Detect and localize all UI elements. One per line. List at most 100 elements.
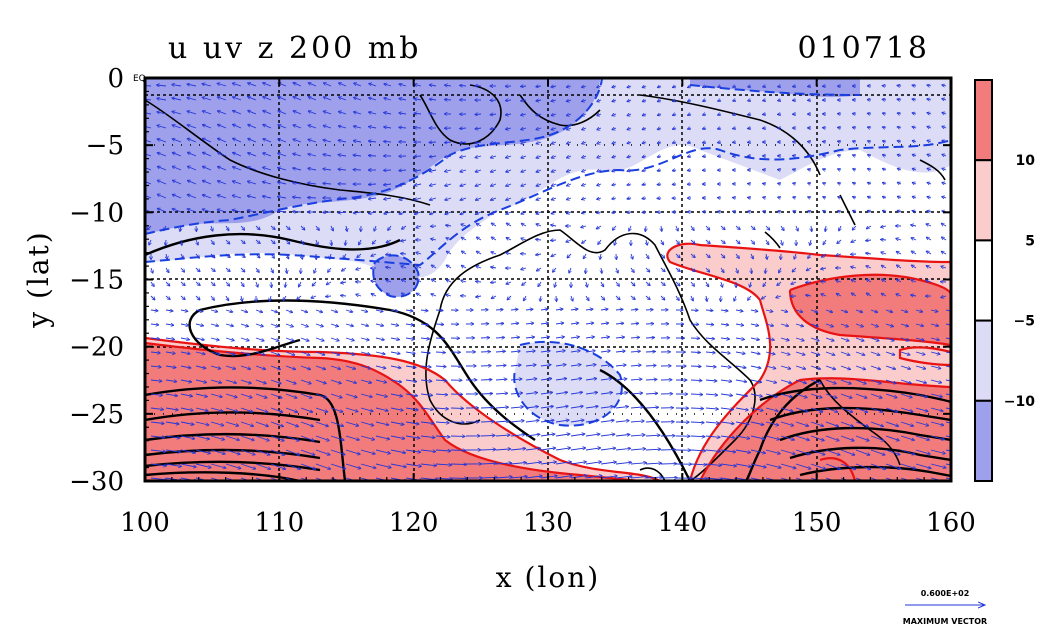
wind-vector xyxy=(255,421,268,426)
wind-vector xyxy=(300,351,309,355)
wind-vector xyxy=(597,184,602,185)
wind-vector xyxy=(506,156,512,158)
wind-vector xyxy=(384,184,392,185)
wind-vector xyxy=(570,434,584,437)
wind-vector xyxy=(525,337,534,338)
wind-vector xyxy=(218,153,227,157)
wind-vector xyxy=(540,406,553,408)
wind-vector xyxy=(540,337,549,338)
wind-vector xyxy=(405,310,413,311)
wind-vector xyxy=(270,407,282,412)
wind-vector xyxy=(495,477,512,478)
wind-vector xyxy=(211,225,213,231)
wind-vector xyxy=(226,295,228,300)
wind-vector xyxy=(476,281,482,282)
wind-vector xyxy=(582,212,587,213)
wind-vector xyxy=(225,239,229,244)
wind-vector xyxy=(553,267,557,272)
wind-vector xyxy=(793,86,797,87)
wind-vector xyxy=(218,210,227,213)
wind-vector xyxy=(567,212,572,213)
wind-vector xyxy=(233,97,242,101)
wind-vector xyxy=(555,476,572,479)
wind-vector xyxy=(491,282,497,283)
wind-vector xyxy=(405,407,418,410)
wind-vector xyxy=(525,365,536,366)
plot-area xyxy=(143,76,953,483)
wind-vector xyxy=(763,184,767,185)
reference-vector: 0.600E+02 MAXIMUM VECTOR xyxy=(903,589,987,626)
wind-vector xyxy=(491,252,497,254)
wind-vector xyxy=(225,463,240,468)
colorbar-segment xyxy=(974,159,993,242)
wind-vector xyxy=(210,379,221,383)
coast-tasmania xyxy=(639,467,666,481)
wind-vector xyxy=(390,435,404,439)
wind-vector xyxy=(447,265,452,269)
wind-vector xyxy=(537,212,542,214)
wind-vector xyxy=(898,86,902,87)
wind-vector xyxy=(510,309,518,310)
wind-vector xyxy=(360,310,367,312)
wind-vector xyxy=(690,366,701,367)
wind-vector xyxy=(225,351,235,355)
wind-vector xyxy=(165,324,173,325)
wind-vector xyxy=(495,351,505,352)
wind-vector xyxy=(582,170,587,172)
wind-vector xyxy=(567,114,572,116)
wind-vector xyxy=(285,393,297,398)
colorbar-label: −5 xyxy=(1014,314,1035,330)
wind-vector xyxy=(150,366,161,367)
wind-vector xyxy=(597,128,602,130)
wind-vector xyxy=(286,253,289,258)
wind-vector xyxy=(240,225,244,230)
wind-vector xyxy=(225,365,235,369)
wind-vector xyxy=(521,184,527,186)
wind-vector xyxy=(255,323,263,326)
wind-vector xyxy=(248,181,257,185)
wind-vector xyxy=(491,267,497,268)
wind-vector xyxy=(615,365,626,366)
wind-vector xyxy=(165,267,169,272)
wind-vector xyxy=(570,365,581,366)
wind-vector xyxy=(240,337,249,341)
wind-vector xyxy=(748,198,752,199)
wind-vector xyxy=(195,281,200,285)
wind-vector xyxy=(166,239,167,245)
wind-vector xyxy=(506,114,512,115)
wind-vector xyxy=(585,392,597,394)
wind-vector xyxy=(868,113,872,114)
wind-vector xyxy=(240,281,244,286)
wind-vector xyxy=(308,140,317,143)
wind-vector xyxy=(582,142,587,144)
wind-vector xyxy=(233,83,242,87)
wind-vector xyxy=(218,167,227,171)
wind-vector xyxy=(165,449,180,452)
wind-vector xyxy=(405,366,416,368)
wind-vector xyxy=(241,295,242,301)
wind-vector xyxy=(508,295,512,300)
wind-vector xyxy=(435,310,443,311)
wind-vector xyxy=(354,155,362,156)
wind-vector xyxy=(495,421,509,422)
wind-vector xyxy=(375,324,383,326)
wind-vector xyxy=(630,365,641,366)
wind-vector xyxy=(345,421,358,426)
wind-vector xyxy=(240,310,247,312)
wind-vector xyxy=(384,127,392,128)
wind-vector xyxy=(402,225,407,229)
wind-vector xyxy=(476,296,482,297)
colorbar: 10 5 −5 −10 xyxy=(974,79,1035,482)
wind-vector xyxy=(354,126,362,128)
wind-vector xyxy=(450,450,465,451)
wind-vector xyxy=(202,84,212,87)
wind-vector xyxy=(808,86,812,87)
wind-vector xyxy=(369,127,377,128)
wind-vector xyxy=(360,407,373,411)
wind-vector xyxy=(270,365,280,369)
wind-vector xyxy=(585,462,601,465)
wind-vector xyxy=(480,380,491,381)
wind-vector xyxy=(705,310,713,311)
wind-vector xyxy=(630,309,638,310)
